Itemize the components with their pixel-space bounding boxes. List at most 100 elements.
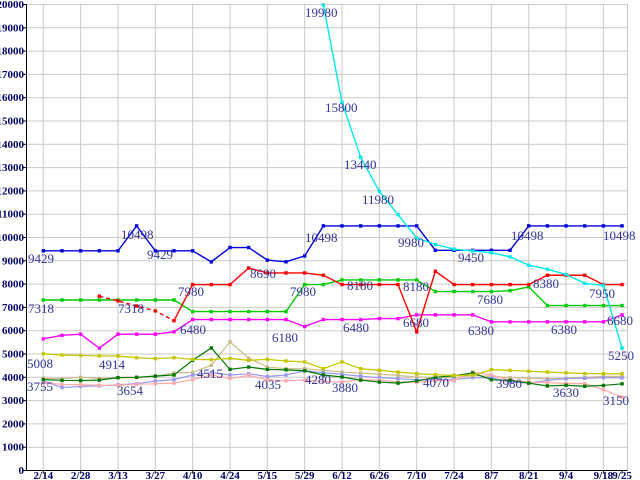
- data-label: 7950: [589, 286, 615, 301]
- series-olive-marker: [265, 357, 270, 362]
- data-label: 5008: [27, 356, 53, 371]
- series-red-marker: [452, 282, 456, 287]
- data-label: 9980: [398, 235, 424, 250]
- series-dark-green-marker: [396, 381, 400, 385]
- series-periwinkle-marker: [601, 375, 606, 380]
- series-pink-marker: [545, 380, 550, 385]
- series-olive: [43, 353, 623, 376]
- series-magenta-marker: [340, 317, 344, 322]
- series-red-marker: [433, 269, 438, 273]
- x-axis-tick-label: 9/18: [594, 470, 614, 480]
- series-cyan-marker: [358, 155, 363, 160]
- series-tan-marker: [415, 375, 419, 379]
- series-pink-marker: [284, 379, 288, 383]
- series-periwinkle-marker: [228, 373, 232, 377]
- series-blue-marker: [78, 249, 83, 253]
- series-cyan-marker: [377, 189, 382, 194]
- data-label: 9429: [28, 251, 54, 266]
- series-magenta-marker: [209, 317, 214, 322]
- series-green-marker: [228, 309, 232, 314]
- data-label: 3755: [27, 379, 53, 394]
- series-periwinkle-marker: [545, 378, 550, 383]
- data-label: 10498: [603, 228, 636, 243]
- series-periwinkle-marker: [508, 380, 512, 384]
- y-axis-tick-label: 16000: [0, 92, 25, 104]
- series-blue-marker: [284, 260, 288, 264]
- y-axis-tick-label: 1000: [2, 442, 25, 454]
- series-blue: [43, 224, 623, 263]
- series-magenta-marker: [228, 317, 232, 322]
- y-axis-tick-label: 11000: [0, 209, 24, 221]
- series-blue-marker: [153, 249, 158, 253]
- series-green-marker: [358, 278, 363, 282]
- series-dark-green-marker: [620, 382, 624, 386]
- series-dark-green-marker: [116, 375, 120, 380]
- series-magenta-marker: [471, 313, 475, 317]
- series-olive-marker: [321, 366, 326, 371]
- series-pink-marker: [153, 382, 158, 386]
- series-periwinkle-marker: [321, 370, 326, 375]
- series-cyan-marker: [545, 267, 550, 271]
- data-label: 19980: [305, 5, 338, 20]
- series-pink-marker: [172, 381, 176, 385]
- series-blue-marker: [321, 224, 326, 228]
- y-axis-tick-label: 9000: [2, 255, 25, 267]
- series-red-marker: [246, 266, 251, 270]
- series-magenta-marker: [321, 317, 326, 322]
- series-pink-marker: [452, 379, 456, 383]
- series-pink-marker: [601, 387, 606, 392]
- data-label: 6180: [272, 330, 298, 345]
- series-blue-marker: [116, 249, 120, 253]
- series-olive-marker: [471, 373, 475, 378]
- series-olive-marker: [564, 371, 568, 375]
- series-pink-marker: [209, 373, 214, 377]
- series-dark-green-marker: [545, 384, 550, 388]
- series-green-marker: [489, 289, 494, 294]
- series-blue-marker: [583, 224, 587, 228]
- series-cyan-marker: [415, 236, 419, 240]
- series-magenta-marker: [60, 333, 64, 338]
- series-dark-green-marker: [246, 365, 251, 369]
- series-olive-marker: [508, 368, 512, 373]
- series-periwinkle-marker: [358, 374, 363, 378]
- data-label: 6380: [468, 323, 494, 338]
- series-red-marker: [172, 318, 176, 323]
- y-axis-tick-label: 5000: [2, 349, 25, 361]
- y-axis-tick-label: 17000: [0, 69, 25, 81]
- data-label: 3150: [603, 393, 629, 408]
- y-axis-tick-label: 6000: [2, 325, 25, 337]
- series-magenta-marker: [78, 332, 83, 336]
- series-magenta-marker: [302, 324, 307, 329]
- series-periwinkle-marker: [340, 372, 344, 377]
- series-green-marker: [172, 298, 176, 302]
- series-olive-marker: [545, 370, 550, 374]
- series-cyan: [322, 4, 623, 349]
- series-dark-green-marker: [415, 379, 419, 383]
- series-blue-marker: [545, 224, 550, 228]
- series-pink-marker: [97, 383, 102, 387]
- series-olive-marker: [358, 366, 363, 371]
- series-periwinkle-marker: [471, 375, 475, 380]
- series-olive-marker: [134, 356, 139, 360]
- series-magenta-marker: [153, 332, 158, 336]
- series-dark-green-marker: [78, 378, 83, 383]
- series-green-marker: [433, 289, 438, 294]
- series-olive-marker: [116, 354, 120, 358]
- data-label: 4280: [305, 372, 331, 387]
- series-green-marker: [508, 288, 512, 293]
- series-blue-marker: [358, 224, 363, 228]
- series-magenta-marker: [190, 317, 195, 322]
- y-axis-tick-label: 14000: [0, 139, 25, 151]
- series-pink-marker: [265, 377, 270, 382]
- series-blue-marker: [302, 254, 307, 258]
- series-tan-marker: [246, 356, 251, 360]
- series-magenta-marker: [452, 313, 456, 317]
- series-olive-marker: [41, 352, 45, 356]
- series-blue-marker: [209, 260, 214, 264]
- series-magenta-marker: [508, 320, 512, 324]
- data-label: 6380: [551, 322, 577, 337]
- series-dark-green-marker: [321, 373, 326, 377]
- series-cyan-marker: [452, 247, 456, 251]
